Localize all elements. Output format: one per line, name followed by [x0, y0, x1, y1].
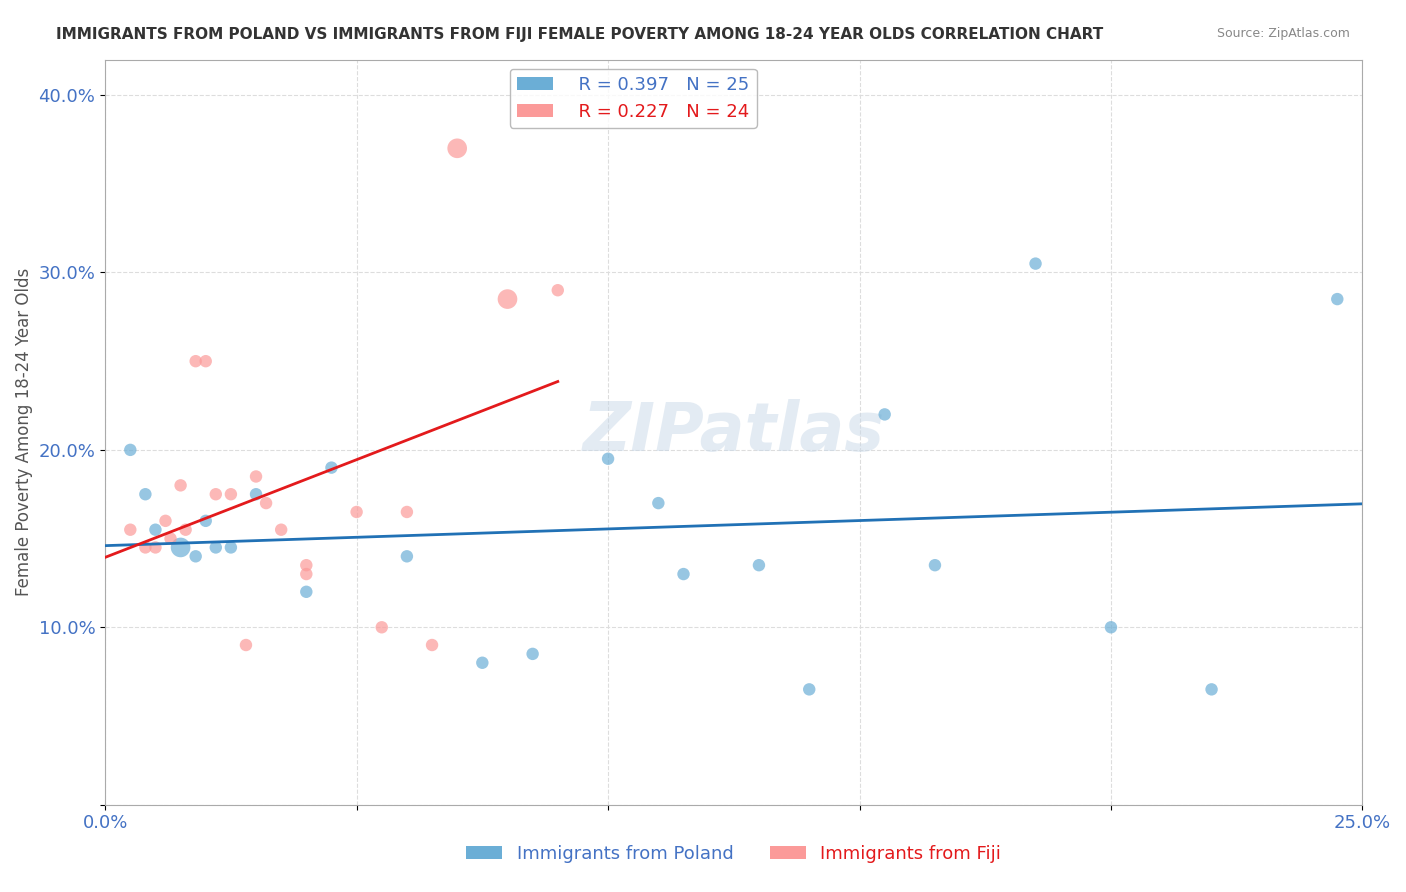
- Point: [799, 682, 821, 697]
- Point: [873, 408, 896, 422]
- Point: [496, 292, 519, 306]
- Point: [145, 523, 167, 537]
- Text: Source: ZipAtlas.com: Source: ZipAtlas.com: [1216, 27, 1350, 40]
- Point: [235, 638, 257, 652]
- Point: [245, 469, 267, 483]
- Point: [270, 523, 292, 537]
- Point: [194, 514, 217, 528]
- Point: [395, 505, 418, 519]
- Point: [522, 647, 544, 661]
- Point: [647, 496, 669, 510]
- Point: [120, 442, 142, 457]
- Point: [924, 558, 946, 573]
- Point: [245, 487, 267, 501]
- Point: [204, 487, 226, 501]
- Point: [194, 354, 217, 368]
- Point: [155, 514, 177, 528]
- Point: [254, 496, 277, 510]
- Point: [1326, 292, 1348, 306]
- Text: IMMIGRANTS FROM POLAND VS IMMIGRANTS FROM FIJI FEMALE POVERTY AMONG 18-24 YEAR O: IMMIGRANTS FROM POLAND VS IMMIGRANTS FRO…: [56, 27, 1104, 42]
- Point: [159, 532, 181, 546]
- Point: [219, 541, 242, 555]
- Point: [420, 638, 443, 652]
- Point: [134, 541, 156, 555]
- Point: [1201, 682, 1223, 697]
- Y-axis label: Female Poverty Among 18-24 Year Olds: Female Poverty Among 18-24 Year Olds: [15, 268, 32, 596]
- Point: [184, 549, 207, 564]
- Point: [174, 523, 197, 537]
- Point: [346, 505, 368, 519]
- Point: [1099, 620, 1122, 634]
- Point: [471, 656, 494, 670]
- Point: [204, 541, 226, 555]
- Point: [321, 460, 343, 475]
- Point: [184, 354, 207, 368]
- Point: [596, 451, 619, 466]
- Point: [169, 541, 191, 555]
- Point: [169, 478, 191, 492]
- Point: [446, 141, 468, 155]
- Text: ZIPatlas: ZIPatlas: [583, 399, 884, 465]
- Point: [219, 487, 242, 501]
- Point: [134, 487, 156, 501]
- Point: [120, 523, 142, 537]
- Point: [295, 584, 318, 599]
- Point: [748, 558, 770, 573]
- Legend:   R = 0.397   N = 25,   R = 0.227   N = 24: R = 0.397 N = 25, R = 0.227 N = 24: [509, 69, 756, 128]
- Point: [395, 549, 418, 564]
- Point: [145, 541, 167, 555]
- Point: [672, 567, 695, 582]
- Point: [295, 567, 318, 582]
- Point: [371, 620, 394, 634]
- Point: [295, 558, 318, 573]
- Point: [547, 283, 569, 297]
- Point: [1025, 257, 1047, 271]
